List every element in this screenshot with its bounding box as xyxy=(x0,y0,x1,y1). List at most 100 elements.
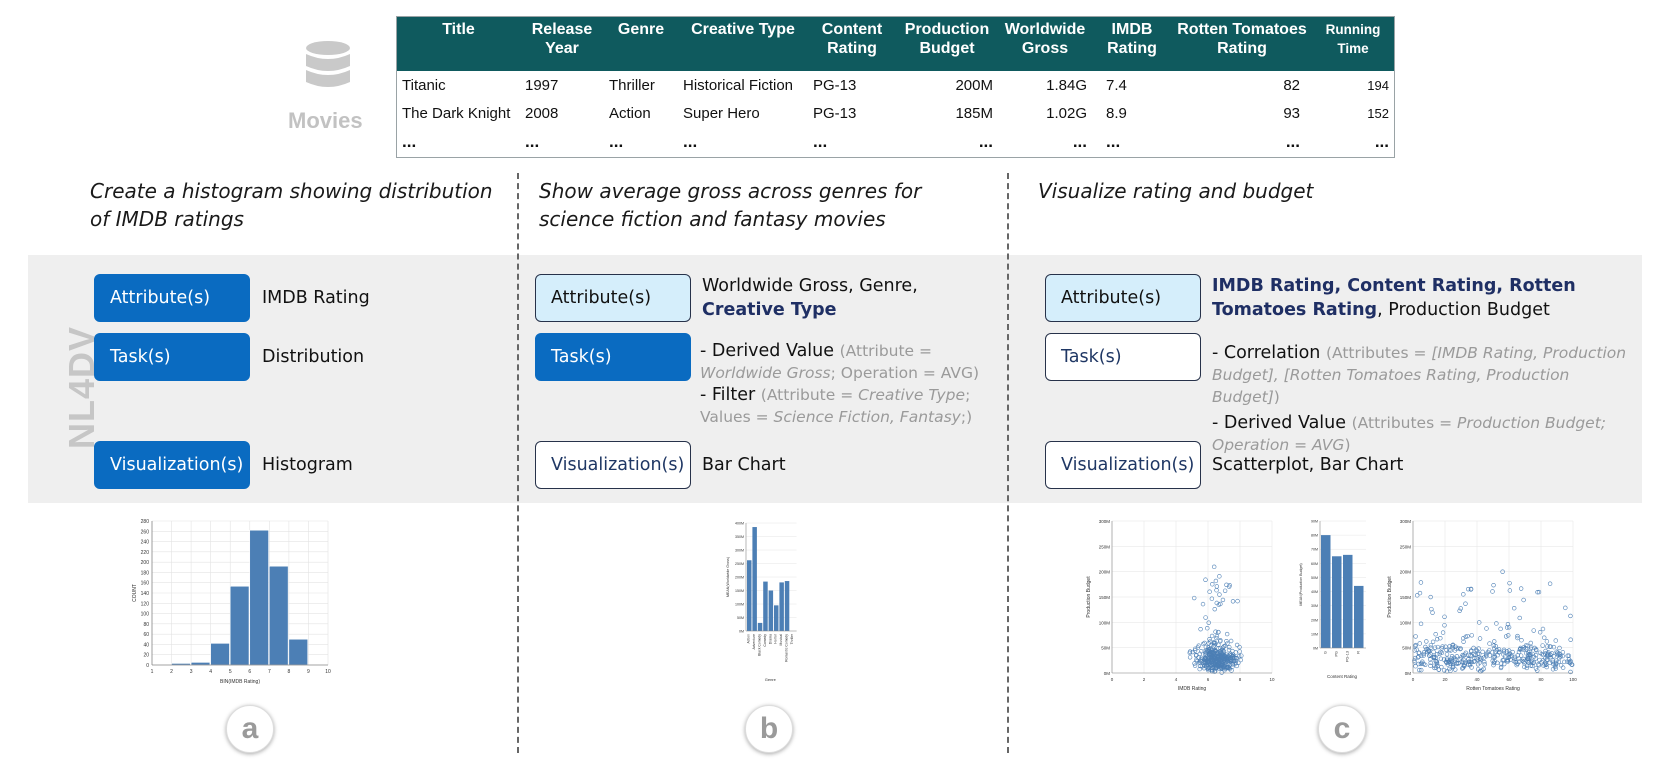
scatter-point xyxy=(1417,590,1423,596)
scatter-point xyxy=(1412,658,1417,663)
bar xyxy=(1343,554,1353,648)
scatter-point xyxy=(1458,646,1463,651)
tasks-detail: - Derived Value (Attribute = Worldwide G… xyxy=(700,340,1000,428)
scatter-point xyxy=(1227,645,1232,650)
scatter-point xyxy=(1490,658,1495,663)
y-tick-label: 100 xyxy=(141,612,150,618)
table-cell: 7.4 xyxy=(1106,76,1127,94)
scatter-point xyxy=(1540,626,1546,632)
bar-chart-gross-by-genre: 0M 50M 100M 150M 200M 250M 300M 350M 400M Action A… xyxy=(726,522,797,682)
y-tick-label: 50M xyxy=(1311,576,1318,580)
scatter-point xyxy=(1197,666,1202,672)
x-tick-label: 2 xyxy=(1143,677,1146,682)
y-tick-label: 300M xyxy=(735,549,744,553)
scatter-point xyxy=(1192,646,1198,651)
scatter-point xyxy=(1560,650,1566,655)
table-cell: ... xyxy=(1072,132,1087,151)
scatter-point xyxy=(1491,662,1496,668)
scatter-point xyxy=(1439,646,1444,651)
scatter-point xyxy=(1230,654,1236,659)
scatter-point xyxy=(1418,661,1424,667)
task-derived-value: - Derived Value (Attributes = Production… xyxy=(1212,413,1606,454)
scatter-point xyxy=(1417,667,1422,673)
tasks-pill: Task(s) xyxy=(94,333,250,381)
bar-chart-budget-by-content-rating: 0M 10M 20M 30M 40M 50M 60M 70M 80M 90M G PG PG-13 R Co… xyxy=(1299,520,1366,679)
y-tick-label: 280 xyxy=(141,519,150,525)
scatter-point xyxy=(1199,657,1204,662)
scatter-point xyxy=(1416,654,1421,659)
scatter-point xyxy=(1491,660,1497,666)
header-release-year: Release Year xyxy=(520,16,604,71)
scatter-point xyxy=(1419,660,1424,666)
scatter-point xyxy=(1521,597,1526,603)
x-tick-label: 6 xyxy=(1207,677,1210,682)
scatter-point xyxy=(1534,647,1539,653)
database-icon xyxy=(302,40,354,96)
scatter-point xyxy=(1516,656,1521,661)
scatter-point xyxy=(1453,667,1458,672)
scatter-point xyxy=(1217,574,1222,579)
scatter-point xyxy=(1226,584,1232,589)
x-tick-label: 20 xyxy=(1442,677,1448,682)
scatter-point xyxy=(1207,589,1212,594)
scatter-point xyxy=(1220,597,1226,603)
scatter-point xyxy=(1507,588,1513,593)
scatter-point xyxy=(1238,657,1244,663)
scatter-point xyxy=(1543,662,1549,667)
x-tick-label: Horror xyxy=(774,633,778,643)
scatter-point xyxy=(1466,652,1471,658)
scatter-point xyxy=(1234,642,1240,648)
scatter-point xyxy=(1229,658,1234,664)
header-title: Title xyxy=(396,16,520,71)
bar xyxy=(1354,585,1364,648)
scatter-point xyxy=(1557,656,1562,661)
scatter-point xyxy=(1457,608,1462,613)
scatter-point xyxy=(1424,646,1429,652)
scatter-point xyxy=(1505,657,1511,663)
scatter-point xyxy=(1503,634,1509,639)
scatter-point xyxy=(1462,652,1468,657)
y-axis-label: Production Budget xyxy=(1086,576,1092,618)
scatter-point xyxy=(1506,633,1511,638)
y-tick-label: 0M xyxy=(1405,671,1412,676)
visualizations-pill: Visualization(s) xyxy=(1045,441,1201,489)
scatter-point xyxy=(1190,649,1195,655)
query-a: Create a histogram showing distribution … xyxy=(90,179,493,231)
scatter-point xyxy=(1554,651,1560,657)
scatter-point xyxy=(1501,649,1507,654)
scatter-point xyxy=(1444,660,1449,665)
bar xyxy=(752,527,757,631)
x-tick-label: Black Comedy xyxy=(758,634,762,656)
scatter-point xyxy=(1543,648,1548,654)
y-tick-label: 200 xyxy=(141,560,150,566)
scatter-point xyxy=(1239,653,1244,658)
scatter-point xyxy=(1553,664,1558,669)
scatter-point xyxy=(1541,663,1546,668)
label-badge-a: a xyxy=(226,705,274,753)
y-axis-label: Production Budget xyxy=(1387,576,1393,618)
scatter-point xyxy=(1530,660,1536,666)
scatter-point xyxy=(1199,649,1204,654)
visualizations-pill: Visualization(s) xyxy=(535,441,691,489)
scatter-point xyxy=(1484,626,1489,631)
scatter-point xyxy=(1565,653,1570,658)
scatterplot-rt-budget: 0M 50M 100M 150M 200M 250M 300M 0 20 40 60 80 100 Rot… xyxy=(1387,519,1577,692)
x-tick-label: PG xyxy=(1335,651,1339,657)
scatter-point xyxy=(1481,666,1486,672)
x-tick-label: 3 xyxy=(190,669,193,675)
attributes-value-plain: Worldwide Gross, Genre, xyxy=(702,276,918,296)
x-axis-label: IMDB Rating xyxy=(1178,686,1207,692)
scatter-point xyxy=(1528,646,1533,652)
scatter-point xyxy=(1519,638,1524,643)
scatter-point xyxy=(1484,652,1489,658)
scatter-point xyxy=(1493,649,1498,655)
scatter-point xyxy=(1540,643,1545,648)
scatter-point xyxy=(1228,638,1234,644)
table-cell: ... xyxy=(1285,132,1300,151)
scatter-point xyxy=(1499,661,1504,666)
scatter-point xyxy=(1219,670,1224,675)
scatter-point xyxy=(1461,639,1466,644)
x-tick-label: 2 xyxy=(170,669,173,675)
scatter-point xyxy=(1237,644,1242,650)
x-tick-label: 10 xyxy=(325,669,331,675)
